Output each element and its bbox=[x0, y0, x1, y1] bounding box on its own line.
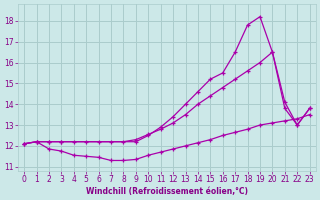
X-axis label: Windchill (Refroidissement éolien,°C): Windchill (Refroidissement éolien,°C) bbox=[86, 187, 248, 196]
